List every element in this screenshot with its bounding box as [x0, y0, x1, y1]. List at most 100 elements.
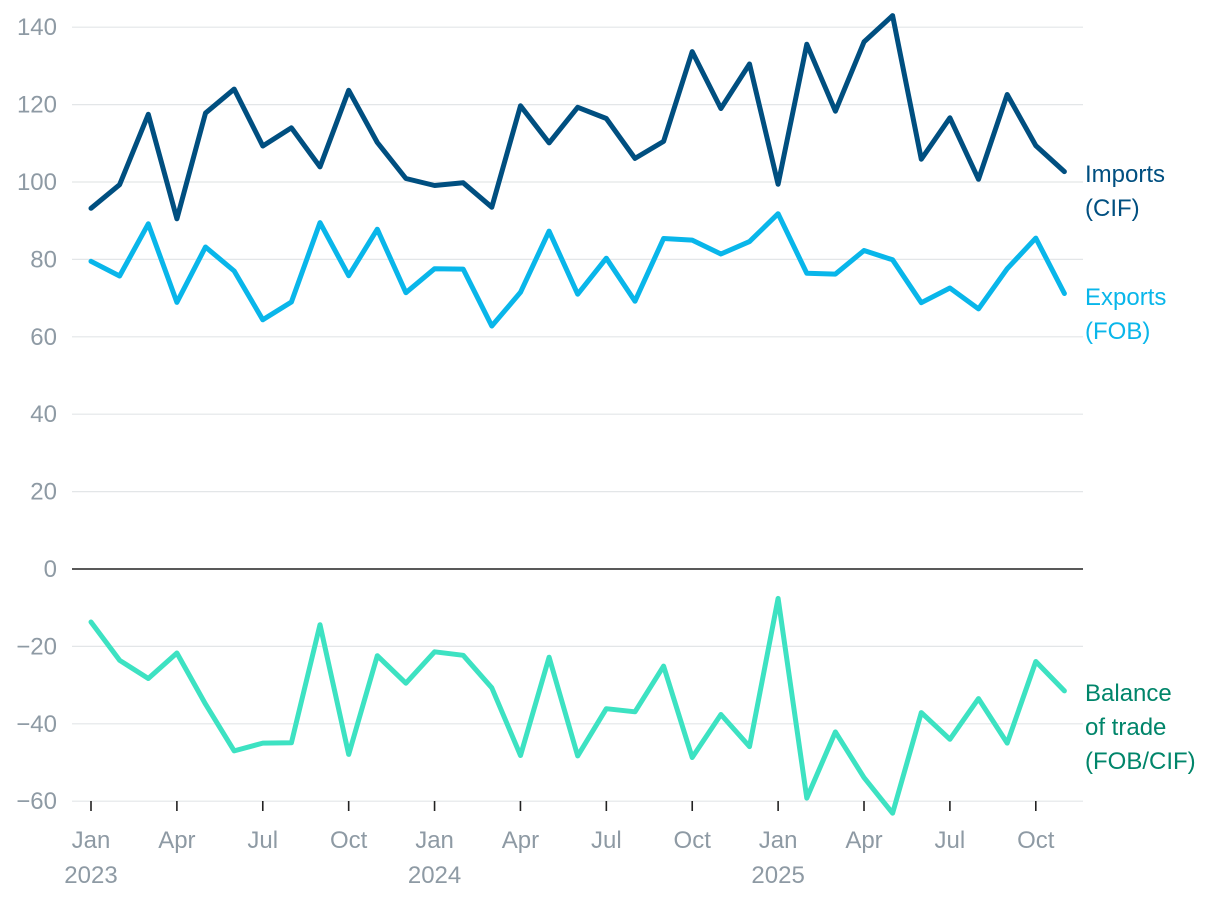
series-2-point-17 [575, 753, 580, 758]
x-tick-label-11: Oct [1017, 827, 1055, 854]
series-0-point-17 [575, 105, 580, 110]
series-1-point-27 [862, 248, 867, 253]
series-1-point-7 [289, 300, 294, 305]
series-1-point-9 [346, 273, 351, 278]
series-1-point-34 [1062, 291, 1067, 296]
series-0-point-22 [718, 106, 723, 111]
series-0-point-28 [890, 13, 895, 18]
x-tick-label-8: Jan [759, 827, 798, 854]
series-1-point-2 [146, 221, 151, 226]
series-2-point-29 [919, 710, 924, 715]
series-0-point-8 [318, 164, 323, 169]
series-0-point-9 [346, 88, 351, 93]
x-tick-label-2: Jul [247, 827, 278, 854]
x-tick-label-5: Apr [502, 827, 539, 854]
series-2-point-1 [117, 658, 122, 663]
x-tick-label-7: Oct [674, 827, 712, 854]
series-0-point-1 [117, 182, 122, 187]
series-2-point-21 [690, 755, 695, 760]
series-2-point-11 [403, 681, 408, 686]
y-tick-label-2: −20 [16, 633, 57, 660]
y-tick-label-6: 60 [30, 324, 57, 351]
y-tick-label-5: 40 [30, 401, 57, 428]
series-0-point-15 [518, 103, 523, 108]
x-tick-label-1: Apr [158, 827, 195, 854]
series-0-point-24 [776, 182, 781, 187]
series-2-point-25 [804, 796, 809, 801]
series-line-2 [88, 595, 1067, 816]
y-tick-label-8: 100 [17, 169, 57, 196]
series-2-point-30 [947, 737, 952, 742]
series-1-point-23 [747, 239, 752, 244]
series-2-point-14 [489, 685, 494, 690]
series-0-point-29 [919, 157, 924, 162]
series-0-point-30 [947, 115, 952, 120]
series-2-point-27 [862, 775, 867, 780]
series-1-point-14 [489, 324, 494, 329]
series-2-point-32 [1005, 741, 1010, 746]
series-1-point-33 [1033, 236, 1038, 241]
series-2-point-26 [833, 729, 838, 734]
y-tick-label-1: −40 [16, 711, 57, 738]
x-tick-year-4: 2024 [408, 862, 461, 889]
series-1-point-26 [833, 272, 838, 277]
series-0-point-25 [804, 42, 809, 47]
series-2-point-31 [976, 696, 981, 701]
series-1-point-29 [919, 300, 924, 305]
series-2-point-15 [518, 753, 523, 758]
series-1-point-1 [117, 274, 122, 279]
series-1-point-19 [633, 299, 638, 304]
series-0-point-21 [690, 49, 695, 54]
series-0-point-11 [403, 176, 408, 181]
series-2-point-19 [633, 709, 638, 714]
series-0-point-12 [432, 183, 437, 188]
series-2-point-2 [146, 676, 151, 681]
series-2-point-9 [346, 752, 351, 757]
series-label-2: Balance of trade (FOB/CIF) [1085, 680, 1196, 775]
series-2-point-5 [232, 748, 237, 753]
x-tick-label-10: Jul [935, 827, 966, 854]
series-0-point-7 [289, 125, 294, 130]
series-1-point-10 [375, 227, 380, 232]
series-1-point-28 [890, 257, 895, 262]
series-0-point-33 [1033, 143, 1038, 148]
series-1-point-15 [518, 290, 523, 295]
series-2-point-6 [260, 741, 265, 746]
series-0-point-3 [174, 216, 179, 221]
series-1-point-5 [232, 269, 237, 274]
x-tick-year-8: 2025 [751, 862, 804, 889]
series-0-point-4 [203, 111, 208, 116]
x-tick-year-0: 2023 [64, 862, 117, 889]
series-1-point-8 [318, 220, 323, 225]
series-2-point-22 [718, 712, 723, 717]
series-2-point-28 [890, 811, 895, 816]
series-0-point-20 [661, 139, 666, 144]
y-tick-label-0: −60 [16, 788, 57, 815]
series-0-point-34 [1062, 169, 1067, 174]
y-tick-label-9: 120 [17, 92, 57, 119]
series-0-point-16 [547, 140, 552, 145]
series-0-point-27 [862, 39, 867, 44]
series-1-point-32 [1005, 266, 1010, 271]
series-1-point-13 [461, 267, 466, 272]
series-0-point-5 [232, 87, 237, 92]
series-2-point-33 [1033, 659, 1038, 664]
y-tick-label-4: 20 [30, 479, 57, 506]
series-label-2-line-1: of trade [1085, 714, 1166, 741]
series-1-point-24 [776, 211, 781, 216]
x-tick-label-0: Jan [72, 827, 111, 854]
grid-layer [72, 26, 1083, 802]
series-0-point-2 [146, 112, 151, 117]
series-0-point-18 [604, 116, 609, 121]
series-1-point-4 [203, 245, 208, 250]
y-axis-ticks: −60 −40 −20 0 20 40 60 80 100 120 140 [16, 14, 57, 815]
series-0-point-14 [489, 205, 494, 210]
series-1-point-12 [432, 266, 437, 271]
series-2-point-24 [776, 596, 781, 601]
y-tick-label-10: 140 [17, 14, 57, 41]
series-label-0-line-0: Imports [1085, 161, 1165, 188]
series-label-1-line-0: Exports [1085, 284, 1166, 311]
x-tick-label-4: Jan [415, 827, 454, 854]
series-label-2-line-0: Balance [1085, 680, 1172, 707]
series-0-point-23 [747, 62, 752, 67]
